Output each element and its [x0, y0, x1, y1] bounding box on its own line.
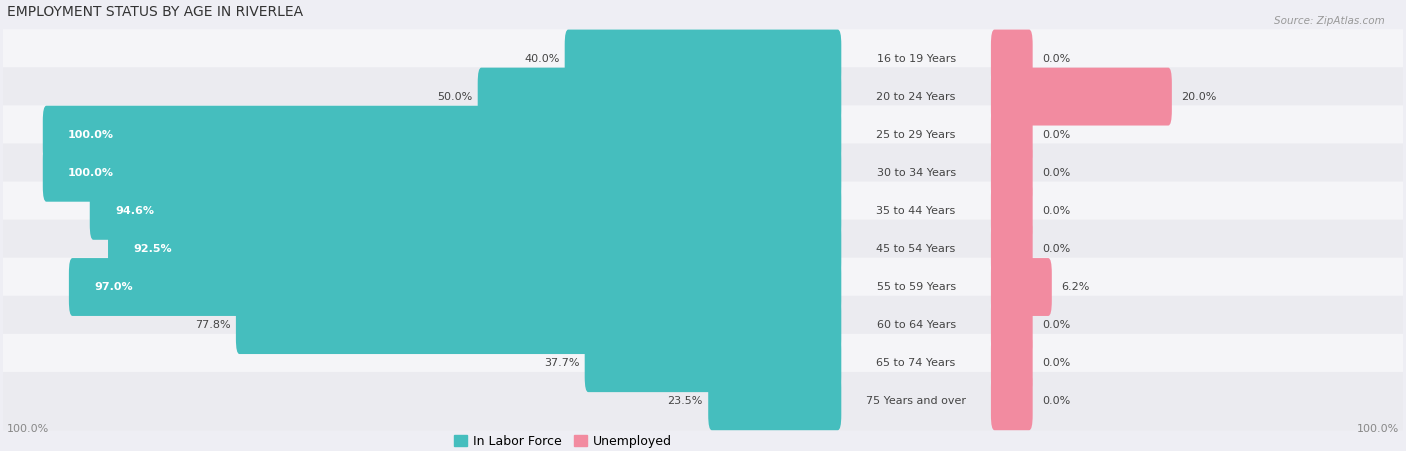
Text: 40.0%: 40.0%: [524, 54, 560, 64]
Text: 94.6%: 94.6%: [115, 206, 155, 216]
Text: 0.0%: 0.0%: [1042, 320, 1070, 330]
Text: 75 Years and over: 75 Years and over: [866, 396, 966, 406]
FancyBboxPatch shape: [0, 334, 1406, 392]
FancyBboxPatch shape: [69, 258, 841, 316]
FancyBboxPatch shape: [0, 106, 1406, 164]
Legend: In Labor Force, Unemployed: In Labor Force, Unemployed: [449, 430, 676, 451]
FancyBboxPatch shape: [991, 258, 1052, 316]
Text: 0.0%: 0.0%: [1042, 130, 1070, 140]
FancyBboxPatch shape: [991, 68, 1171, 125]
Text: 60 to 64 Years: 60 to 64 Years: [876, 320, 956, 330]
Text: 25 to 29 Years: 25 to 29 Years: [876, 130, 956, 140]
FancyBboxPatch shape: [0, 220, 1406, 278]
FancyBboxPatch shape: [0, 258, 1406, 316]
FancyBboxPatch shape: [0, 29, 1406, 88]
FancyBboxPatch shape: [991, 296, 1032, 354]
FancyBboxPatch shape: [991, 182, 1032, 240]
FancyBboxPatch shape: [478, 68, 841, 125]
Text: 0.0%: 0.0%: [1042, 244, 1070, 254]
FancyBboxPatch shape: [42, 106, 841, 164]
Text: 45 to 54 Years: 45 to 54 Years: [876, 244, 956, 254]
Text: 77.8%: 77.8%: [195, 320, 231, 330]
Text: 30 to 34 Years: 30 to 34 Years: [876, 168, 956, 178]
Text: 0.0%: 0.0%: [1042, 396, 1070, 406]
FancyBboxPatch shape: [42, 144, 841, 202]
Text: EMPLOYMENT STATUS BY AGE IN RIVERLEA: EMPLOYMENT STATUS BY AGE IN RIVERLEA: [7, 5, 304, 18]
FancyBboxPatch shape: [991, 220, 1032, 278]
FancyBboxPatch shape: [585, 334, 841, 392]
Text: 16 to 19 Years: 16 to 19 Years: [876, 54, 956, 64]
FancyBboxPatch shape: [0, 372, 1406, 431]
Text: 50.0%: 50.0%: [437, 92, 472, 101]
Text: 55 to 59 Years: 55 to 59 Years: [876, 282, 956, 292]
Text: Source: ZipAtlas.com: Source: ZipAtlas.com: [1274, 16, 1385, 26]
FancyBboxPatch shape: [565, 30, 841, 87]
Text: 0.0%: 0.0%: [1042, 206, 1070, 216]
Text: 92.5%: 92.5%: [134, 244, 172, 254]
FancyBboxPatch shape: [90, 182, 841, 240]
Text: 100.0%: 100.0%: [1357, 423, 1399, 434]
Text: 0.0%: 0.0%: [1042, 168, 1070, 178]
FancyBboxPatch shape: [0, 296, 1406, 354]
FancyBboxPatch shape: [991, 30, 1032, 87]
FancyBboxPatch shape: [0, 181, 1406, 240]
Text: 65 to 74 Years: 65 to 74 Years: [876, 358, 956, 368]
Text: 35 to 44 Years: 35 to 44 Years: [876, 206, 956, 216]
FancyBboxPatch shape: [991, 144, 1032, 202]
Text: 0.0%: 0.0%: [1042, 358, 1070, 368]
FancyBboxPatch shape: [991, 373, 1032, 430]
Text: 23.5%: 23.5%: [668, 396, 703, 406]
Text: 97.0%: 97.0%: [94, 282, 132, 292]
FancyBboxPatch shape: [108, 220, 841, 278]
FancyBboxPatch shape: [991, 106, 1032, 164]
Text: 0.0%: 0.0%: [1042, 54, 1070, 64]
Text: 100.0%: 100.0%: [7, 423, 49, 434]
Text: 100.0%: 100.0%: [67, 130, 114, 140]
Text: 37.7%: 37.7%: [544, 358, 579, 368]
FancyBboxPatch shape: [991, 334, 1032, 392]
FancyBboxPatch shape: [0, 67, 1406, 126]
Text: 6.2%: 6.2%: [1062, 282, 1090, 292]
Text: 20.0%: 20.0%: [1181, 92, 1216, 101]
FancyBboxPatch shape: [0, 143, 1406, 202]
Text: 20 to 24 Years: 20 to 24 Years: [876, 92, 956, 101]
Text: 100.0%: 100.0%: [67, 168, 114, 178]
FancyBboxPatch shape: [236, 296, 841, 354]
FancyBboxPatch shape: [709, 373, 841, 430]
